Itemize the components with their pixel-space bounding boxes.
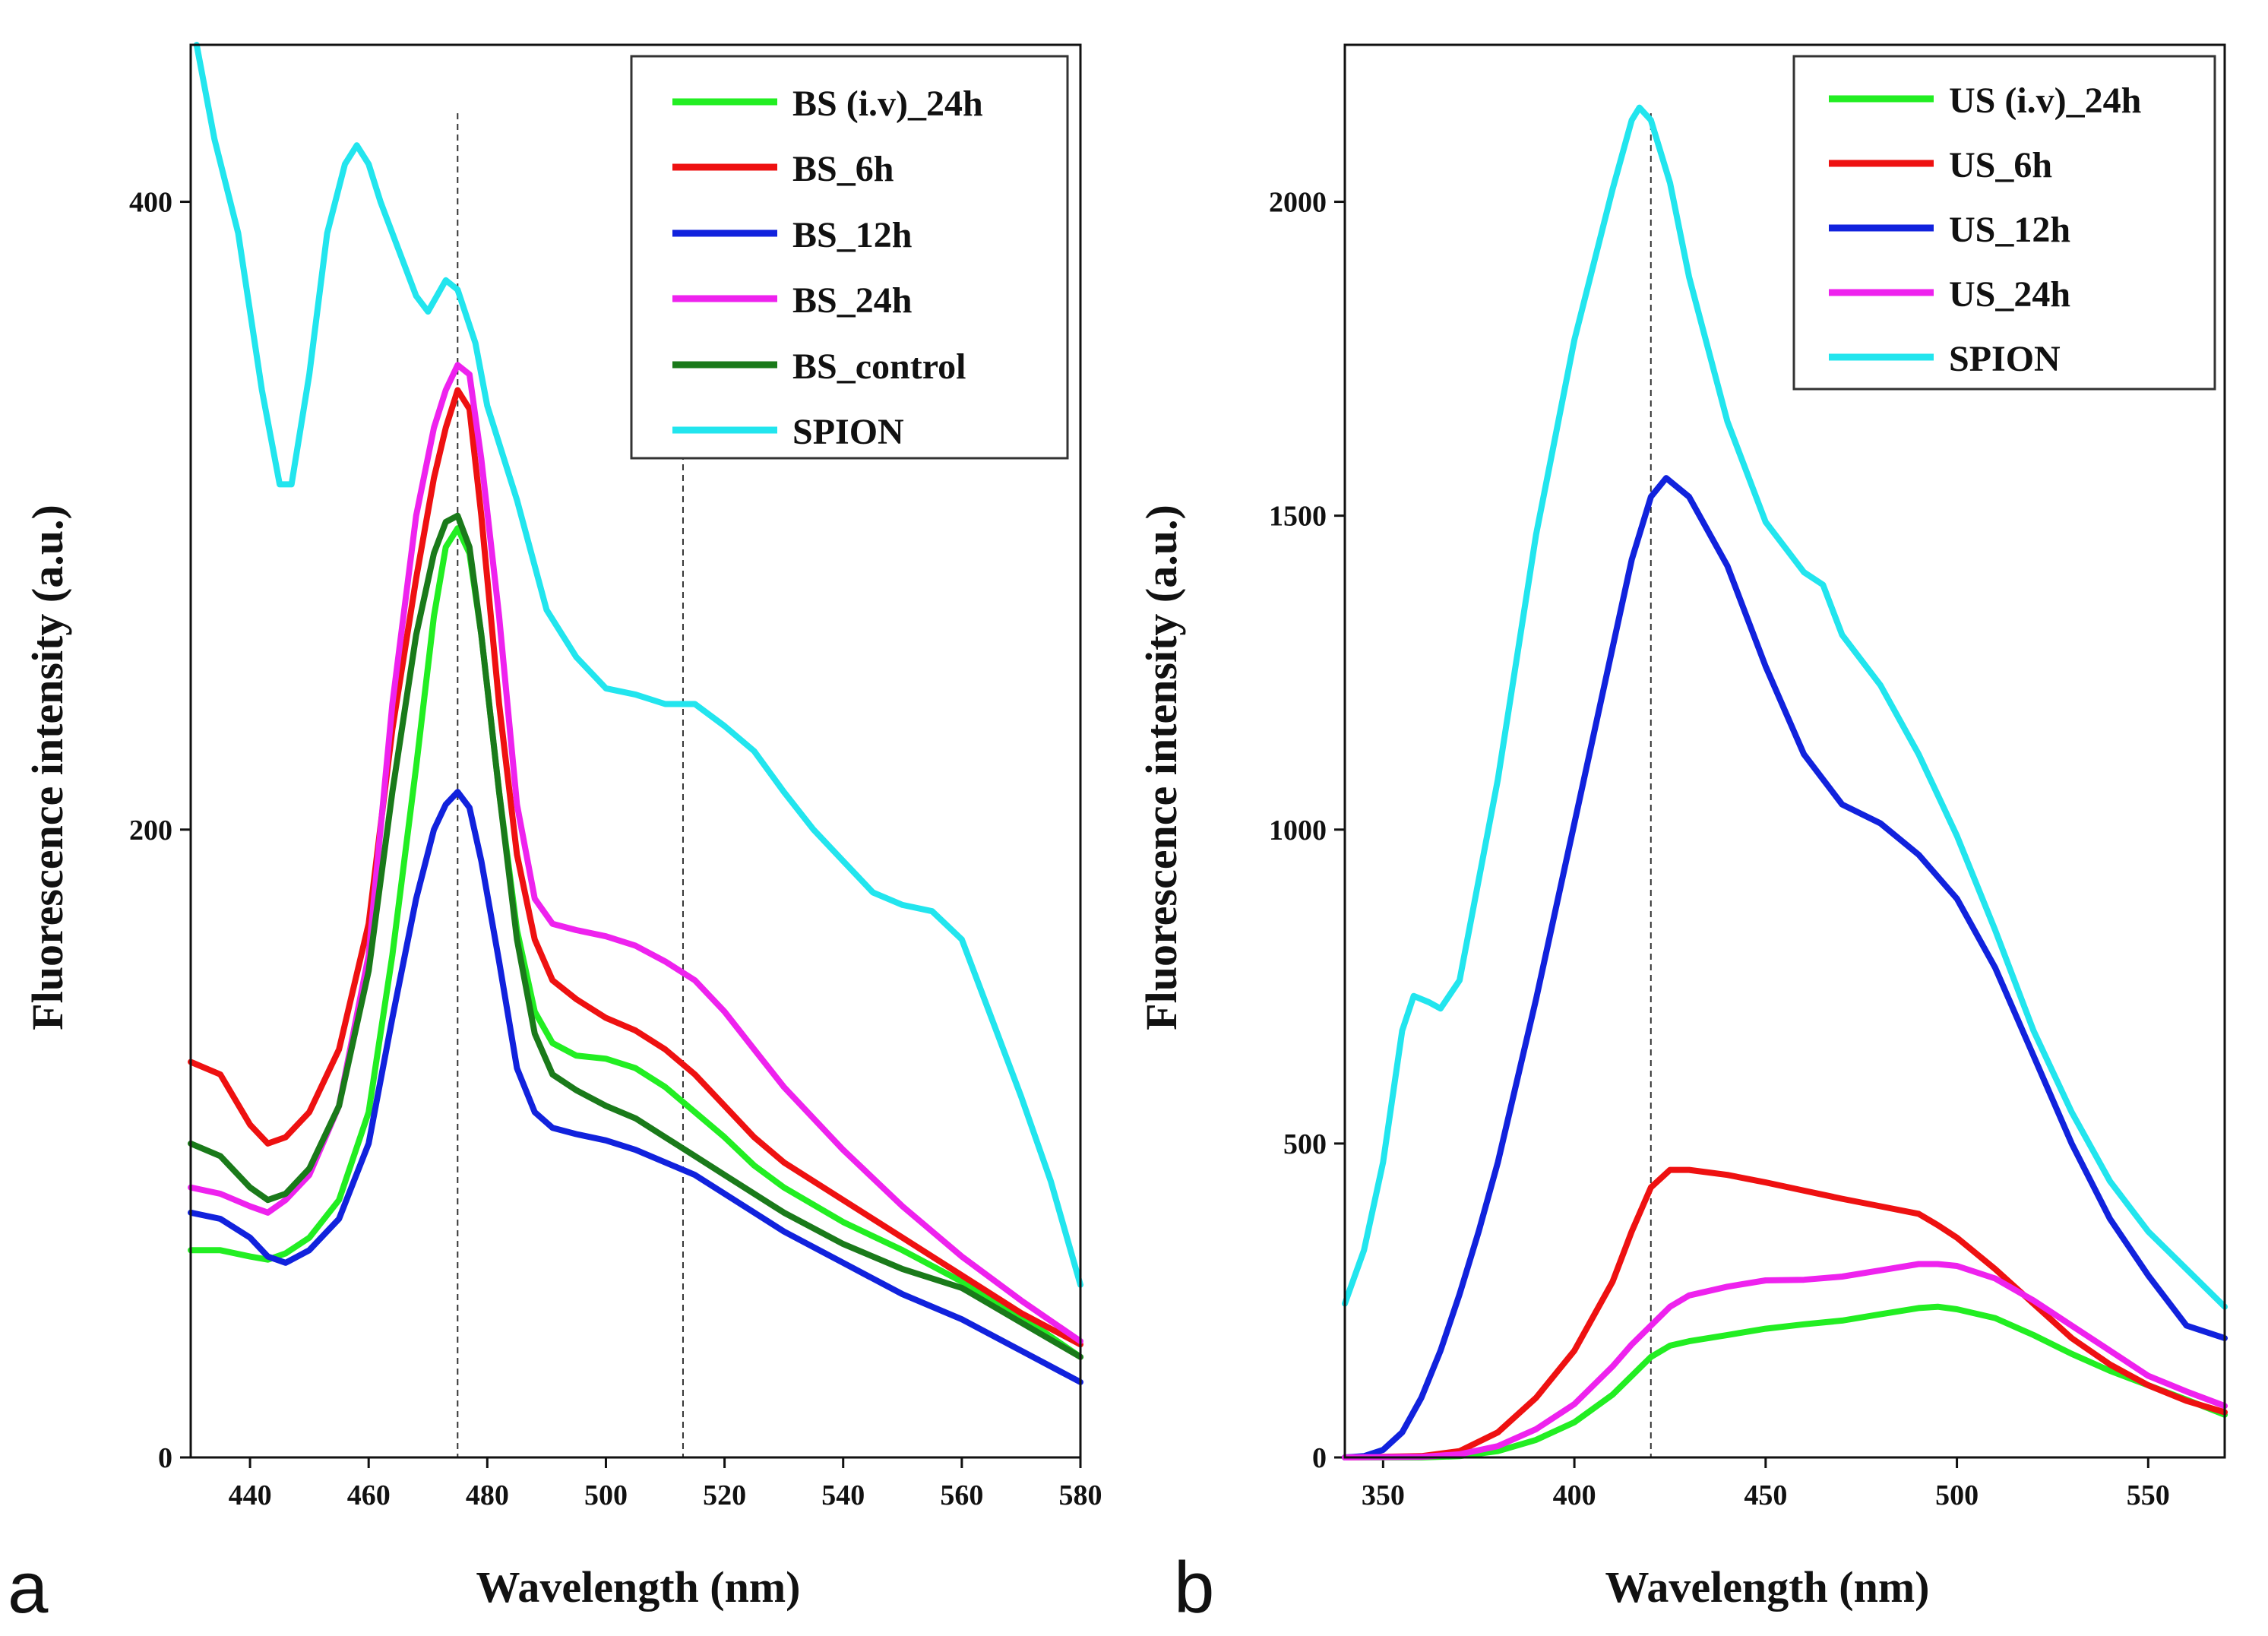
legend-item: BS (i.v)_24h: [672, 84, 983, 124]
panel-a-ylabel: Fluorescence intensity (a.u.): [23, 505, 72, 1030]
panel-b-plot-frame: [1343, 43, 2226, 1459]
panel-b-ticks: 350 400 450 500 550 0 500 1000 1500 2000: [1269, 187, 2170, 1511]
series-line-bs-6h: [188, 387, 1083, 1348]
series-line-spion: [193, 42, 1083, 1288]
x-tick-label: 550: [2127, 1479, 2170, 1511]
y-tick-label: 500: [1283, 1128, 1327, 1160]
legend-item: SPION: [672, 412, 904, 452]
legend-item: US_24h: [1829, 274, 2070, 315]
legend-label: US_6h: [1949, 145, 2052, 185]
x-tick-label: 400: [1553, 1479, 1596, 1511]
panel-b: Fluorescence intensity (a.u.) Wavelength…: [1137, 43, 2228, 1628]
legend-label: US_24h: [1949, 274, 2070, 315]
panel-b-ylabel: Fluorescence intensity (a.u.): [1137, 505, 1186, 1030]
legend-item: BS_6h: [672, 149, 894, 189]
legend-item: SPION: [1829, 339, 2061, 379]
legend-label: BS_24h: [792, 280, 912, 321]
panel-a-series: [188, 42, 1083, 1385]
panel-a-legend-box: [630, 55, 1069, 460]
series-line-bs-24h: [188, 362, 1083, 1345]
panel-b-series: [1342, 104, 2228, 1460]
series-line-us-6h: [1342, 1166, 2228, 1460]
panel-a-legend: BS (i.v)_24h BS_6h BS_12h BS_24h BS_cont…: [630, 55, 1069, 460]
y-tick-label: 1500: [1269, 501, 1327, 533]
legend-label: SPION: [792, 412, 904, 452]
y-tick-label: 200: [129, 815, 172, 846]
y-tick-label: 0: [158, 1442, 172, 1474]
legend-item: BS_control: [672, 347, 966, 387]
legend-label: BS_6h: [792, 149, 894, 189]
x-tick-label: 460: [347, 1479, 391, 1511]
x-tick-label: 440: [229, 1479, 272, 1511]
panel-a-letter: a: [8, 1547, 49, 1628]
panel-a: Fluorescence intensity (a.u.) Wavelength…: [8, 42, 1102, 1628]
y-tick-label: 2000: [1269, 187, 1327, 219]
legend-item: BS_24h: [672, 280, 912, 321]
legend-label: US_12h: [1949, 210, 2070, 250]
x-tick-label: 540: [821, 1479, 865, 1511]
panel-a-ticks: 440 460 480 500 520 540 560 580 0 200 400: [129, 187, 1102, 1511]
x-tick-label: 500: [584, 1479, 628, 1511]
series-line-us-24h: [1342, 1261, 2228, 1460]
legend-label: BS_control: [792, 347, 966, 387]
panel-b-legend-box: [1792, 55, 2216, 391]
x-tick-label: 580: [1059, 1479, 1102, 1511]
legend-item: US (i.v)_24h: [1829, 81, 2141, 121]
legend-item: US_6h: [1829, 145, 2052, 185]
legend-item: US_12h: [1829, 210, 2070, 250]
y-tick-label: 400: [129, 187, 172, 219]
legend-label: SPION: [1949, 339, 2061, 379]
panel-a-plot-frame: [189, 43, 1082, 1459]
x-tick-label: 560: [940, 1479, 983, 1511]
y-tick-label: 0: [1312, 1442, 1327, 1474]
x-tick-label: 500: [1935, 1479, 1979, 1511]
legend-label: BS_12h: [792, 215, 912, 255]
x-tick-label: 450: [1744, 1479, 1787, 1511]
series-line-spion: [1342, 104, 2228, 1310]
legend-label: US (i.v)_24h: [1949, 81, 2141, 121]
series-line-us-i-v-24h: [1342, 1303, 2228, 1460]
series-line-bs-control: [188, 512, 1083, 1360]
series-line-us-12h: [1342, 475, 2228, 1460]
panel-b-legend: US (i.v)_24h US_6h US_12h US_24h SPION: [1792, 55, 2216, 391]
panel-a-xlabel: Wavelength (nm): [476, 1562, 801, 1612]
y-tick-label: 1000: [1269, 815, 1327, 846]
legend-label: BS (i.v)_24h: [792, 84, 983, 124]
legend-item: BS_12h: [672, 215, 912, 255]
x-tick-label: 350: [1362, 1479, 1405, 1511]
panel-b-xlabel: Wavelength (nm): [1605, 1562, 1930, 1612]
x-tick-label: 480: [466, 1479, 509, 1511]
x-tick-label: 520: [703, 1479, 746, 1511]
panel-b-letter: b: [1174, 1547, 1214, 1628]
series-line-bs-12h: [188, 789, 1083, 1385]
